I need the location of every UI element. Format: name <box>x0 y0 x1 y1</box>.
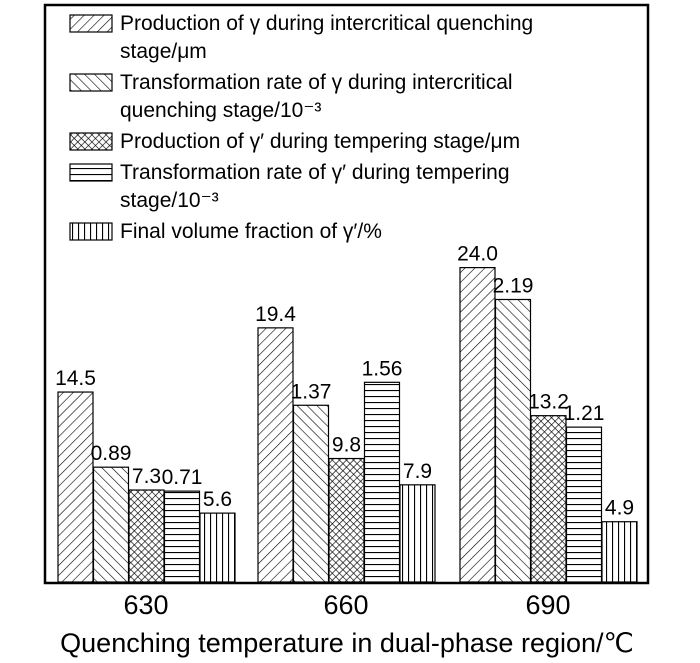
x-axis-label: Quenching temperature in dual-phase regi… <box>60 628 634 658</box>
bar <box>92 466 130 583</box>
value-label: 1.56 <box>362 357 403 380</box>
legend-label: Final volume fraction of γ′/% <box>120 220 382 243</box>
value-label: 1.21 <box>564 402 605 425</box>
bar <box>128 489 165 583</box>
value-label: 2.19 <box>493 274 534 297</box>
legend-swatch <box>69 14 113 33</box>
bar <box>399 484 436 583</box>
x-tick-label: 660 <box>323 590 368 620</box>
value-label: 5.6 <box>203 488 232 511</box>
bar <box>328 457 365 583</box>
plot-frame <box>43 3 650 585</box>
value-label: 0.89 <box>91 442 132 465</box>
bar <box>601 521 638 583</box>
legend-swatch <box>69 222 113 241</box>
bar <box>530 415 567 583</box>
legend-label: Production of γ′ during tempering stage/… <box>120 130 520 153</box>
value-label: 9.8 <box>332 434 361 457</box>
bar <box>459 267 496 583</box>
value-label: 7.3 <box>132 465 161 488</box>
value-label: 1.37 <box>291 380 332 403</box>
legend-label: Production of γ during intercritical que… <box>120 12 539 63</box>
value-label: 0.71 <box>162 466 203 489</box>
x-tick-label: 690 <box>525 590 570 620</box>
value-label: 19.4 <box>255 303 296 326</box>
legend-swatch <box>69 132 113 151</box>
bar <box>57 391 94 583</box>
legend-swatch <box>69 73 113 92</box>
bar <box>494 298 532 583</box>
legend-label: Transformation rate of γ during intercri… <box>120 71 518 122</box>
legend-swatch <box>69 163 113 182</box>
bar <box>292 404 330 583</box>
value-label: 4.9 <box>605 497 634 520</box>
legend-label: Transformation rate of γ′ during temperi… <box>120 161 515 212</box>
value-label: 24.0 <box>457 243 498 266</box>
bar <box>199 512 236 583</box>
value-label: 7.9 <box>403 460 432 483</box>
value-label: 13.2 <box>528 391 569 414</box>
bar <box>565 426 603 583</box>
bar <box>363 381 401 583</box>
x-tick-label: 630 <box>123 590 168 620</box>
bar <box>163 490 201 583</box>
value-label: 14.5 <box>55 367 96 390</box>
bar <box>257 327 294 583</box>
